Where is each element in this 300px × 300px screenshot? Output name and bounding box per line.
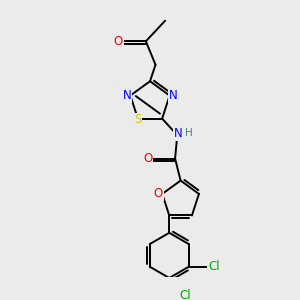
Text: H: H [185, 128, 193, 138]
Text: S: S [134, 113, 142, 127]
Text: O: O [154, 188, 163, 200]
Text: Cl: Cl [179, 289, 191, 300]
Text: O: O [143, 152, 152, 165]
Text: N: N [123, 89, 131, 102]
Text: N: N [174, 127, 183, 140]
Text: O: O [114, 35, 123, 48]
Text: N: N [169, 89, 177, 102]
Text: Cl: Cl [208, 260, 220, 273]
